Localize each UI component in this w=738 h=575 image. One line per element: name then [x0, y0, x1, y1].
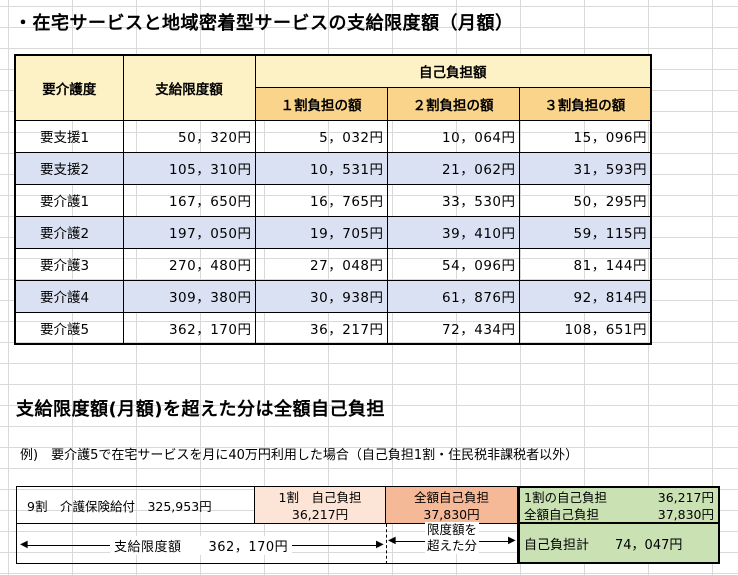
limit-span-box — [16, 524, 386, 564]
care-level: 要介護5 — [14, 311, 124, 345]
header-self-pay: 自己負担額 — [254, 54, 652, 88]
care-level: 要支援1 — [14, 119, 124, 153]
self-3-value: 108，651円 — [518, 311, 652, 345]
self-pay-label: 1割 自己負担 — [278, 490, 362, 505]
self-pay-value: 36,217円 — [291, 507, 349, 522]
limit-value: 270，480円 — [122, 247, 256, 281]
self-pay-box: 1割 自己負担 36,217円 — [254, 486, 386, 524]
self-2-value: 72，434円 — [386, 311, 520, 345]
table-row: 要介護5 362，170円 36，217円 72，434円 108，651円 — [14, 311, 652, 345]
care-level: 要介護1 — [14, 183, 124, 217]
sum-row-self: 1割の自己負担 36,217円 — [524, 489, 714, 506]
care-level: 要介護3 — [14, 247, 124, 281]
self-3-value: 92，814円 — [518, 279, 652, 313]
arrow-left-icon: ◀ — [388, 535, 396, 546]
self-3-value: 59，115円 — [518, 215, 652, 249]
self-1-value: 5，032円 — [254, 119, 388, 153]
arrow-right-icon: ▶ — [376, 539, 384, 550]
self-3-value: 15，096円 — [518, 119, 652, 153]
total-text: 自己負担計 74，047円 — [524, 537, 683, 553]
limit-text: 支給限度額 362，170円 — [110, 536, 293, 555]
header-2-percent: ２割負担の額 — [386, 86, 520, 121]
self-2-value: 39，410円 — [386, 215, 520, 249]
sum-row-full: 全額自己負担 37,830円 — [524, 506, 714, 523]
self-1-value: 16，765円 — [254, 183, 388, 217]
table-row: 要介護4 309，380円 30，938円 61，876円 92，814円 — [14, 279, 652, 313]
over-text-line-1: 限度額を — [424, 522, 479, 538]
limit-value: 105，310円 — [122, 151, 256, 185]
limit-value: 167，650円 — [122, 183, 256, 217]
self-3-value: 81，144円 — [518, 247, 652, 281]
sum-self-label: 1割の自己負担 — [524, 490, 607, 505]
table-row: 要支援2 105，310円 10，531円 21，062円 31，593円 — [14, 151, 652, 185]
insurance-benefit-text: 9割 介護保険給付 325,953円 — [27, 498, 212, 514]
sum-self-value: 36,217円 — [657, 490, 714, 505]
table-row: 要支援1 50，320円 5，032円 10，064円 15，096円 — [14, 119, 652, 153]
insurance-benefit-box: 9割 介護保険給付 325,953円 — [16, 486, 254, 524]
self-3-value: 50，295円 — [518, 183, 652, 217]
table-row: 要介護2 197，050円 19，705円 39，410円 59，115円 — [14, 215, 652, 249]
full-pay-value: 37,830円 — [423, 507, 480, 522]
care-level: 要介護2 — [14, 215, 124, 249]
sum-full-value: 37,830円 — [657, 507, 714, 522]
self-1-value: 27，048円 — [254, 247, 388, 281]
arrow-left-icon: ◀ — [20, 539, 28, 550]
table-row: 要介護1 167，650円 16，765円 33，530円 50，295円 — [14, 183, 652, 217]
self-2-value: 33，530円 — [386, 183, 520, 217]
self-2-value: 61，876円 — [386, 279, 520, 313]
full-pay-box: 全額自己負担 37,830円 — [386, 486, 518, 524]
header-limit: 支給限度額 — [122, 54, 256, 121]
limit-table: 要介護度 支給限度額 自己負担額 １割負担の額 ２割負担の額 ３割負担の額 要支… — [14, 54, 652, 345]
limit-value: 50，320円 — [122, 119, 256, 153]
example-text: 例) 要介護5で在宅サービスを月に40万円利用した場合（自己負担1割・住民税非課… — [20, 448, 579, 463]
header-care-level: 要介護度 — [14, 54, 124, 121]
self-1-value: 19，705円 — [254, 215, 388, 249]
limit-value: 309，380円 — [122, 279, 256, 313]
over-span-box — [386, 524, 518, 564]
self-2-value: 54，096円 — [386, 247, 520, 281]
table-row: 要介護3 270，480円 27，048円 54，096円 81，144円 — [14, 247, 652, 281]
self-1-value: 36，217円 — [254, 311, 388, 345]
total-box: 自己負担計 74，047円 — [518, 524, 720, 564]
over-text: 限度額を 超えた分 — [400, 522, 504, 554]
sum-full-label: 全額自己負担 — [524, 507, 600, 522]
care-level: 要支援2 — [14, 151, 124, 185]
full-pay-label: 全額自己負担 — [413, 490, 489, 505]
self-2-value: 10，064円 — [386, 119, 520, 153]
section-subtitle: 支給限度額(月額)を超えた分は全額自己負担 — [16, 399, 385, 420]
arrow-right-icon: ▶ — [508, 535, 516, 546]
self-2-value: 21，062円 — [386, 151, 520, 185]
page-title: ・在宅サービスと地域密着型サービスの支給限度額（月額） — [14, 13, 514, 34]
header-1-percent: １割負担の額 — [254, 86, 388, 121]
limit-value: 197，050円 — [122, 215, 256, 249]
header-3-percent: ３割負担の額 — [518, 86, 652, 121]
sum-box: 1割の自己負担 36,217円 全額自己負担 37,830円 — [518, 486, 720, 524]
self-1-value: 30，938円 — [254, 279, 388, 313]
self-3-value: 31，593円 — [518, 151, 652, 185]
over-text-line-2: 超えた分 — [424, 538, 479, 554]
limit-value: 362，170円 — [122, 311, 256, 345]
care-level: 要介護4 — [14, 279, 124, 313]
self-1-value: 10，531円 — [254, 151, 388, 185]
